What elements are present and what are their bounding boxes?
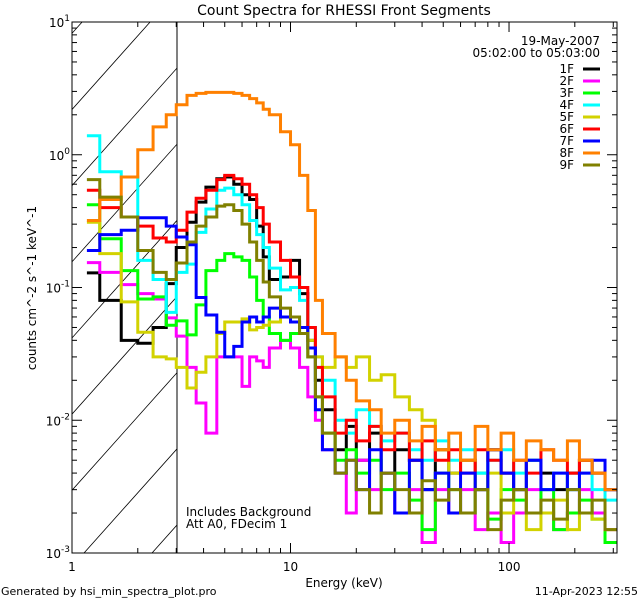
y-tick-label: 10-3	[46, 545, 70, 561]
legend-label-2F: 2F	[559, 74, 574, 88]
hatch-line	[0, 0, 100, 553]
footer-timestamp: 11-Apr-2023 12:55	[535, 585, 638, 598]
legend-date: 19-May-2007	[521, 34, 600, 48]
x-axis-label: Energy (keV)	[305, 576, 382, 590]
hatch-line	[72, 22, 151, 111]
legend-label-7F: 7F	[559, 134, 574, 148]
legend-time-range: 05:02:00 to 05:03:00	[473, 46, 600, 60]
x-tick-label: 10	[283, 560, 298, 574]
annotation-attenuator: Att A0, FDecim 1	[186, 517, 287, 531]
chart-title: Count Spectra for RHESSI Front Segments	[197, 3, 491, 19]
hatch-line	[72, 143, 177, 263]
legend-label-1F: 1F	[559, 62, 574, 76]
series-line-7F	[86, 216, 617, 515]
hatch-line	[72, 372, 177, 491]
footer-generated-by: Generated by hsi_min_spectra_plot.pro	[1, 585, 217, 598]
x-tick-label: 100	[498, 560, 521, 574]
y-tick-label: 100	[49, 147, 70, 163]
annotation-background: Includes Background	[186, 505, 311, 519]
legend-label-9F: 9F	[559, 158, 574, 172]
series-line-5F	[86, 220, 617, 532]
hatched-region	[0, 0, 177, 553]
y-tick-label: 10-1	[46, 280, 70, 296]
hatch-line	[72, 219, 177, 339]
series-line-9F	[86, 178, 617, 532]
legend-label-8F: 8F	[559, 146, 574, 160]
y-axis-label: counts cm^-2 s^-1 keV^-1	[25, 206, 39, 370]
y-tick-label: 101	[49, 14, 70, 30]
hatch-line	[72, 22, 83, 34]
legend-label-5F: 5F	[559, 110, 574, 124]
x-tick-label: 1	[68, 560, 76, 574]
series-line-6F	[86, 173, 617, 492]
legend-label-6F: 6F	[559, 122, 574, 136]
series-line-8F	[86, 90, 617, 492]
legend-label-4F: 4F	[559, 98, 574, 112]
y-tick-label: 10-2	[46, 412, 70, 428]
legend-label-3F: 3F	[559, 86, 574, 100]
series-line-3F	[86, 203, 617, 544]
